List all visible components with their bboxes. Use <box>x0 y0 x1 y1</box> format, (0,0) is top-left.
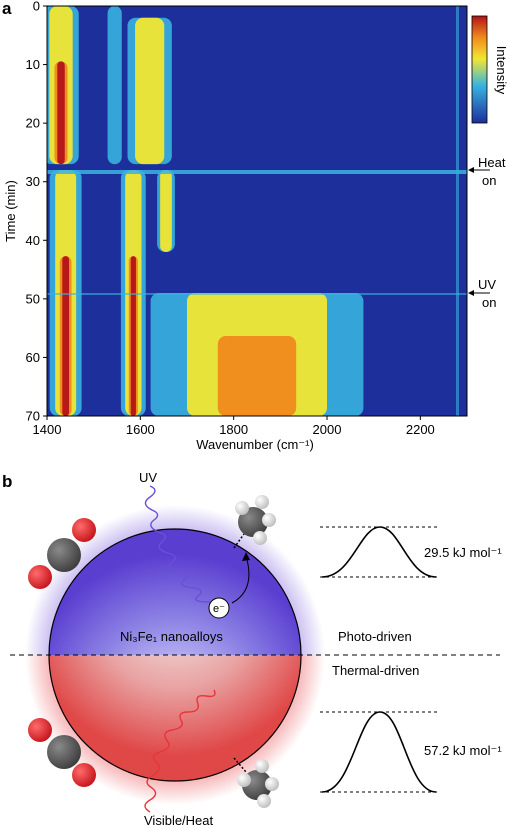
heatmap-band <box>160 170 172 252</box>
y-axis: 0 10 20 30 40 50 60 70 <box>26 0 47 424</box>
x-axis: 1400 1600 1800 2000 2200 <box>33 416 435 437</box>
x-tick-label: 2000 <box>313 422 342 437</box>
nanoalloy-label: Ni₃Fe₁ nanoalloys <box>120 629 223 644</box>
visible-heat-wave <box>144 689 216 813</box>
thermal-barrier-value: 57.2 kJ mol⁻¹ <box>424 743 502 758</box>
uv-on-line2: on <box>482 295 496 310</box>
adsorbate-bottom <box>233 757 279 808</box>
heatmap-band <box>62 256 70 416</box>
heatmap-band <box>130 256 136 416</box>
y-tick-label: 60 <box>26 350 40 365</box>
x-tick-label: 2200 <box>406 422 435 437</box>
uv-on-annotation: UV on <box>468 277 496 310</box>
oxygen-atom <box>72 763 96 787</box>
y-axis-label: Time (min) <box>3 180 18 242</box>
edge-band <box>456 6 459 416</box>
adsorption-bond <box>233 757 247 773</box>
photo-barrier-diagram <box>320 526 438 578</box>
co2-molecule-bottom <box>28 718 96 787</box>
adsorption-bond <box>233 533 245 549</box>
heatmap <box>47 6 467 416</box>
heatmap-band <box>135 17 165 165</box>
y-tick-label: 30 <box>26 174 40 189</box>
panel-a-letter: a <box>2 0 12 18</box>
x-tick-label: 1600 <box>126 422 155 437</box>
photo-driven-label: Photo-driven <box>338 629 412 644</box>
electron-arrow-head <box>242 552 250 561</box>
heatmap-band <box>57 61 65 165</box>
x-axis-label: Wavenumber (cm⁻¹) <box>196 437 314 452</box>
hydrogen-atom <box>257 794 271 808</box>
colorbar-label: Intensity <box>494 46 509 95</box>
y-tick-label: 70 <box>26 409 40 424</box>
heat-arrow-head <box>468 167 474 173</box>
oxygen-atom <box>28 565 52 589</box>
thermal-barrier-diagram <box>320 711 438 793</box>
heatmap-band <box>217 336 297 416</box>
heatmap-band <box>107 6 122 165</box>
adsorbate-top <box>233 495 276 549</box>
carbon-atom <box>238 507 268 537</box>
hydrogen-atom <box>265 777 279 791</box>
co2-molecule-top <box>28 518 96 589</box>
electron <box>208 597 230 619</box>
uv-on-line <box>47 293 467 295</box>
visible-heat-label: Visible/Heat <box>144 813 214 828</box>
thermal-driven-label: Thermal-driven <box>332 663 419 678</box>
x-tick-label: 1800 <box>219 422 248 437</box>
uv-wave <box>144 485 211 603</box>
electron-label: e⁻ <box>213 603 225 615</box>
heat-on-annotation: Heat on <box>468 155 506 188</box>
oxygen-atom <box>72 518 96 542</box>
uv-arrow-head <box>468 290 474 296</box>
hydrogen-atom <box>255 759 269 773</box>
photo-barrier-value: 29.5 kJ mol⁻¹ <box>424 545 502 560</box>
y-tick-label: 40 <box>26 233 40 248</box>
heat-on-line <box>47 170 467 174</box>
carbon-atom <box>47 735 81 769</box>
x-tick-label: 1400 <box>33 422 62 437</box>
thermal-barrier-curve <box>321 711 437 793</box>
colorbar <box>471 15 488 124</box>
y-tick-label: 50 <box>26 291 40 306</box>
uv-on-line1: UV <box>478 277 496 292</box>
heat-on-line2: on <box>482 173 496 188</box>
hydrogen-atom <box>262 513 276 527</box>
panel-b-letter: b <box>2 472 12 491</box>
hydrogen-atom <box>235 501 249 515</box>
y-tick-label: 0 <box>33 0 40 14</box>
uv-label: UV <box>139 470 157 485</box>
hydrogen-atom <box>237 773 251 787</box>
carbon-atom <box>47 538 81 572</box>
heat-on-line1: Heat <box>478 155 506 170</box>
y-tick-label: 10 <box>26 57 40 72</box>
hydrogen-atom <box>255 495 269 509</box>
oxygen-atom <box>28 718 52 742</box>
heatmap-frame <box>46 5 468 417</box>
y-tick-label: 20 <box>26 116 40 131</box>
electron-transfer-arrow <box>231 555 250 604</box>
photo-barrier-curve <box>321 526 437 578</box>
nanoparticle-bottom <box>49 655 301 781</box>
nanoparticle-top <box>49 529 301 655</box>
hydrogen-atom <box>253 531 267 545</box>
